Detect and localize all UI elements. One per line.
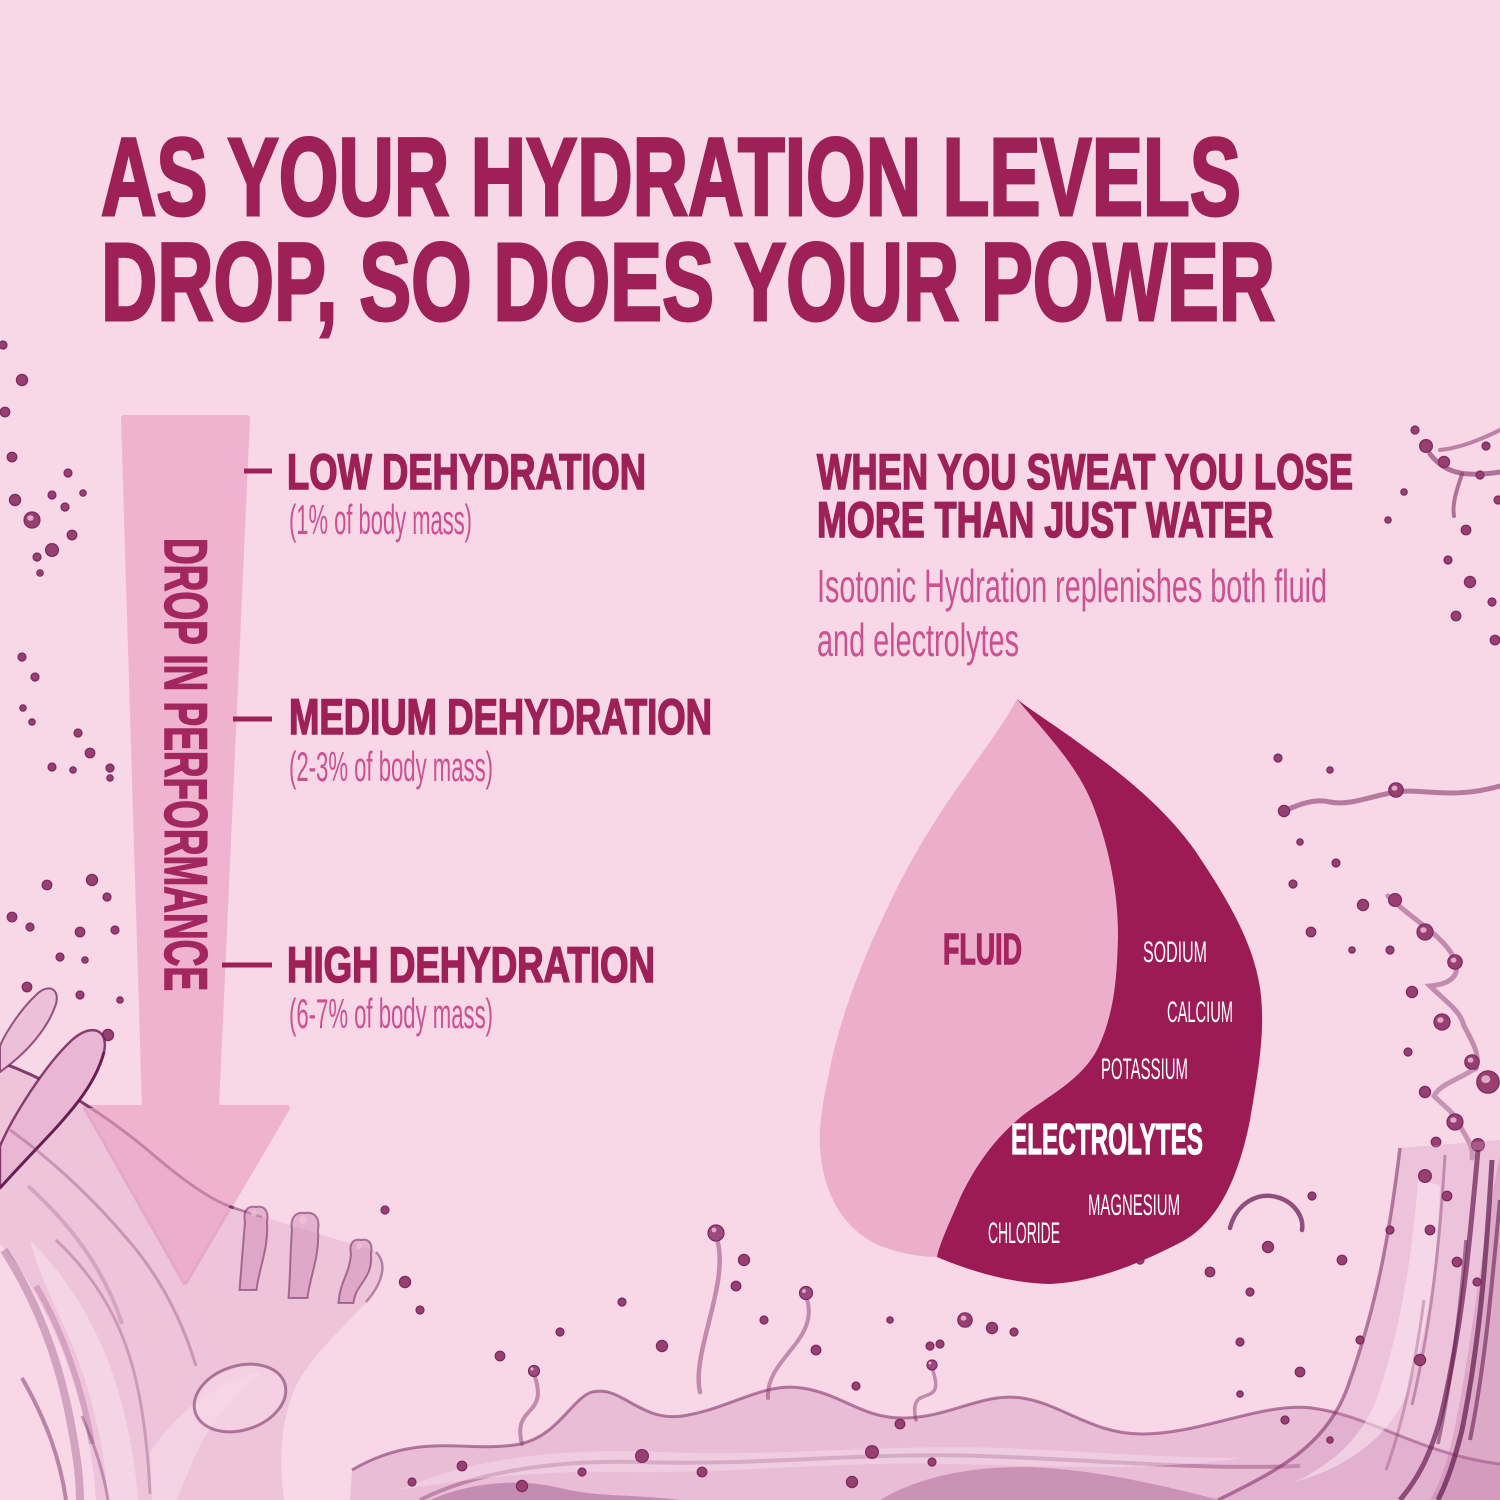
svg-text:DROP, SO DOES YOUR POWER: DROP, SO DOES YOUR POWER: [101, 221, 1275, 344]
svg-text:(2-3% of body mass): (2-3% of body mass): [289, 743, 493, 790]
svg-text:ELECTROLYTES: ELECTROLYTES: [1011, 1115, 1203, 1164]
svg-text:MAGNESIUM: MAGNESIUM: [1088, 1189, 1180, 1222]
svg-text:CHLORIDE: CHLORIDE: [988, 1217, 1060, 1250]
svg-text:DROP IN PERFORMANCE: DROP IN PERFORMANCE: [152, 538, 219, 991]
svg-text:(1% of body mass): (1% of body mass): [289, 496, 472, 543]
svg-text:AS YOUR HYDRATION LEVELS: AS YOUR HYDRATION LEVELS: [101, 116, 1241, 239]
svg-text:MEDIUM DEHYDRATION: MEDIUM DEHYDRATION: [289, 689, 712, 745]
svg-text:and electrolytes: and electrolytes: [817, 614, 1019, 666]
svg-text:Isotonic Hydration replenishes: Isotonic Hydration replenishes both flui…: [817, 560, 1327, 612]
svg-text:WHEN YOU SWEAT YOU LOSE: WHEN YOU SWEAT YOU LOSE: [817, 444, 1353, 500]
svg-text:CALCIUM: CALCIUM: [1167, 996, 1233, 1029]
svg-text:SODIUM: SODIUM: [1143, 936, 1207, 969]
svg-text:HIGH DEHYDRATION: HIGH DEHYDRATION: [287, 937, 655, 993]
svg-text:MORE THAN JUST WATER: MORE THAN JUST WATER: [817, 492, 1273, 548]
svg-text:(6-7% of body mass): (6-7% of body mass): [289, 990, 493, 1037]
svg-text:POTASSIUM: POTASSIUM: [1101, 1053, 1188, 1086]
svg-text:FLUID: FLUID: [943, 925, 1022, 974]
svg-text:LOW DEHYDRATION: LOW DEHYDRATION: [287, 444, 646, 500]
